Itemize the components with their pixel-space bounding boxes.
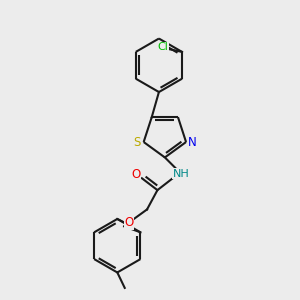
Text: O: O — [124, 216, 134, 229]
Text: NH: NH — [173, 169, 190, 179]
Text: O: O — [131, 168, 140, 181]
Text: S: S — [134, 136, 141, 148]
Text: N: N — [188, 136, 197, 148]
Text: Cl: Cl — [157, 43, 168, 52]
